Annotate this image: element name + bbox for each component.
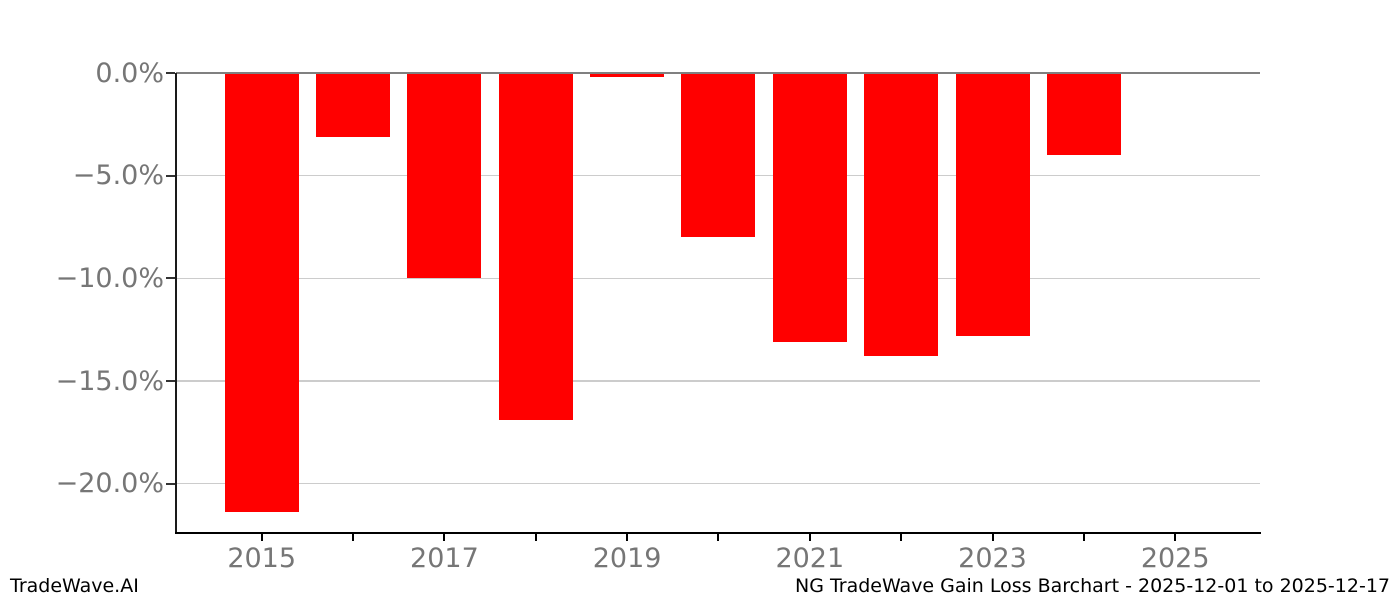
bar-2022 xyxy=(864,73,939,357)
x-tick-label: 2015 xyxy=(227,543,297,574)
zero-baseline xyxy=(176,72,1260,74)
bar-2021 xyxy=(772,73,847,343)
x-tick xyxy=(717,533,720,541)
x-tick-label: 2019 xyxy=(592,543,662,574)
x-tick xyxy=(1174,533,1177,541)
y-tick xyxy=(166,72,175,74)
y-tick-label: −5.0% xyxy=(72,160,164,192)
y-gridline xyxy=(176,277,1260,280)
x-tick xyxy=(443,533,446,541)
x-tick xyxy=(991,533,994,541)
y-tick xyxy=(166,277,175,280)
y-tick xyxy=(166,174,175,177)
x-tick-label: 2021 xyxy=(775,543,845,574)
x-tick xyxy=(808,533,811,541)
y-gridline xyxy=(176,482,1260,485)
x-tick xyxy=(260,533,263,541)
x-tick-label: 2023 xyxy=(958,543,1027,574)
bar-2017 xyxy=(407,73,482,279)
bar-2024 xyxy=(1046,73,1121,156)
bar-2016 xyxy=(316,73,391,137)
x-tick xyxy=(1082,533,1085,541)
bar-2015 xyxy=(224,73,299,513)
bar-2018 xyxy=(498,73,573,421)
bar-2020 xyxy=(681,73,756,238)
y-tick xyxy=(166,380,175,383)
y-tick-label: −15.0% xyxy=(55,365,164,397)
x-tick xyxy=(900,533,903,541)
x-axis xyxy=(175,532,1261,534)
x-tick xyxy=(534,533,537,541)
y-gridline xyxy=(176,380,1260,382)
x-tick-label: 2017 xyxy=(410,543,479,574)
chart-title: NG TradeWave Gain Loss Barchart - 2025-1… xyxy=(794,575,1390,597)
x-tick xyxy=(626,533,629,541)
y-tick-label: −20.0% xyxy=(55,468,164,500)
y-axis xyxy=(175,73,177,533)
bar-2023 xyxy=(955,73,1030,336)
y-tick-label: −10.0% xyxy=(55,262,164,294)
brand-watermark: TradeWave.AI xyxy=(10,575,139,597)
bar-2019 xyxy=(590,73,665,78)
x-tick xyxy=(352,533,355,541)
y-tick xyxy=(166,482,175,485)
x-tick-label: 2025 xyxy=(1140,543,1210,574)
y-tick-label: 0.0% xyxy=(95,57,164,89)
